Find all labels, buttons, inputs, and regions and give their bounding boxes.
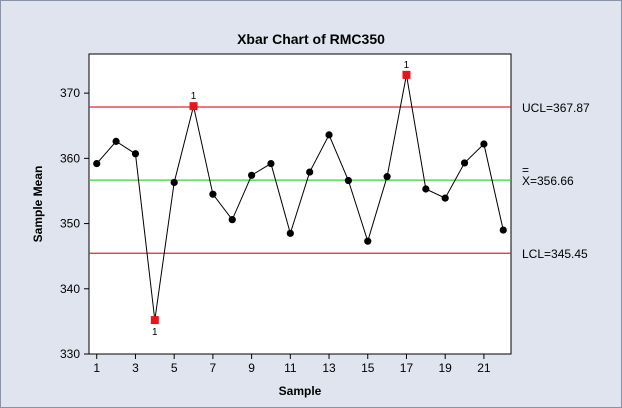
x-tick-label: 19 [439,361,453,375]
data-point [306,168,314,176]
data-point [460,159,469,167]
x-tick-label: 1 [93,361,100,375]
flag-label: 1 [404,60,410,71]
data-point [93,159,101,168]
data-point [267,159,275,168]
data-point [286,229,294,237]
flagged-point [402,70,411,79]
y-axis-title: Sample Mean [31,166,45,243]
x-tick-label: 21 [477,361,491,375]
limit-label-lcl: LCL=345.45 [522,247,588,261]
data-point [364,237,372,245]
y-tick-label: 350 [60,217,80,231]
chart-title: Xbar Chart of RMC350 [237,31,385,47]
data-point [131,150,140,158]
flagged-point [189,102,198,111]
x-axis-title: Sample [279,384,322,398]
data-point [441,194,449,202]
limit-label-center: X=356.66 [522,174,574,188]
x-tick-label: 17 [400,361,414,375]
y-tick-label: 370 [60,86,80,100]
flag-label: 1 [152,327,158,338]
flag-label: 1 [191,91,197,102]
flagged-point [150,316,159,325]
series-line [96,74,504,321]
data-point [480,140,488,148]
data-point [499,226,507,234]
x-tick-label: 9 [248,361,255,375]
limit-label-ucl: UCL=367.87 [522,101,590,115]
y-tick-label: 360 [60,151,80,165]
data-series: 1 1 1 [93,60,507,338]
data-point [325,131,333,139]
x-tick-label: 3 [132,361,139,375]
x-tick-label: 15 [361,361,375,375]
x-tick-label: 7 [210,361,217,375]
y-tick-label: 330 [60,347,80,361]
data-point [422,185,430,193]
center-line-bar-label: = [522,163,529,177]
data-point [383,173,391,181]
x-tick-label: 11 [284,361,297,375]
data-point [248,171,256,179]
data-point [209,190,217,198]
y-tick-label: 340 [60,282,80,296]
control-limits: UCL=367.87 =X=356.66 LCL=345.45 [89,101,590,261]
data-point [112,137,120,145]
data-point [228,216,236,224]
x-tick-label: 13 [322,361,336,375]
data-point [344,176,352,185]
data-point [170,178,178,187]
x-tick-label: 5 [171,361,178,375]
